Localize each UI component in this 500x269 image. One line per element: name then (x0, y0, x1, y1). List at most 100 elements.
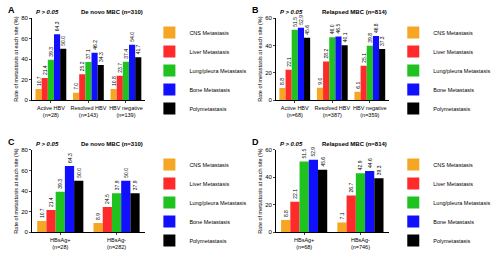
svg-text:Liver Metastasis: Liver Metastasis (189, 181, 229, 187)
svg-text:51.5: 51.5 (301, 149, 307, 159)
svg-text:Lung/pleura Metastasis: Lung/pleura Metastasis (433, 68, 490, 74)
svg-text:Rate of metastasis at each sit: Rate of metastasis at each site (%) (257, 16, 263, 101)
svg-text:37.3: 37.3 (379, 36, 385, 46)
svg-text:P > 0.05: P > 0.05 (36, 9, 59, 15)
svg-text:20: 20 (265, 202, 272, 208)
svg-text:45.6: 45.6 (320, 157, 326, 167)
svg-text:7.0: 7.0 (73, 83, 79, 90)
svg-text:Liver Metastasis: Liver Metastasis (433, 49, 473, 55)
svg-text:80: 80 (21, 147, 28, 153)
svg-text:60: 60 (21, 168, 28, 174)
svg-text:39.3: 39.3 (376, 165, 382, 175)
svg-text:P > 0.05: P > 0.05 (36, 141, 59, 147)
svg-text:Bone Metastasis: Bone Metastasis (433, 87, 474, 93)
svg-text:HBV negative(n=359): HBV negative(n=359) (353, 105, 387, 118)
svg-text:22.1: 22.1 (292, 189, 298, 199)
svg-text:Rate of metastasis at each sit: Rate of metastasis at each site (%) (257, 148, 263, 233)
svg-text:Lung/pleura Metastasis: Lung/pleura Metastasis (433, 200, 490, 206)
svg-text:Relapsed MBC (n=814): Relapsed MBC (n=814) (322, 9, 387, 15)
svg-text:25.1: 25.1 (361, 53, 367, 63)
svg-text:39.3: 39.3 (57, 179, 63, 189)
svg-text:39.8: 39.8 (367, 33, 373, 43)
svg-text:10.8: 10.8 (111, 76, 117, 86)
svg-text:26.7: 26.7 (348, 183, 354, 193)
svg-text:40: 40 (21, 56, 28, 62)
svg-text:37.1: 37.1 (85, 49, 91, 59)
svg-text:34.3: 34.3 (98, 52, 104, 62)
svg-text:CNS Metastasis: CNS Metastasis (433, 162, 473, 168)
svg-text:37.9: 37.9 (132, 180, 138, 190)
svg-text:45.6: 45.6 (304, 25, 310, 35)
svg-text:24.5: 24.5 (104, 194, 110, 204)
svg-text:Lung/pleura Metastasis: Lung/pleura Metastasis (189, 68, 246, 74)
svg-text:P > 0.05: P > 0.05 (280, 141, 303, 147)
svg-text:64.3: 64.3 (67, 153, 73, 163)
svg-text:40: 40 (265, 43, 272, 49)
svg-text:0: 0 (268, 97, 272, 103)
svg-text:80: 80 (21, 15, 28, 21)
svg-text:37.9: 37.9 (114, 180, 120, 190)
svg-text:6.1: 6.1 (355, 82, 361, 89)
svg-text:20: 20 (265, 70, 272, 76)
svg-text:Bone Metastasis: Bone Metastasis (433, 219, 474, 225)
svg-text:7.1: 7.1 (339, 212, 345, 219)
svg-text:60: 60 (265, 15, 272, 21)
svg-text:Polymetastasis: Polymetastasis (189, 238, 226, 244)
svg-text:10.7: 10.7 (36, 76, 42, 86)
svg-text:Rate of metastasis at each sit: Rate of metastasis at each site (%) (13, 16, 19, 101)
svg-text:46.0: 46.0 (329, 24, 335, 34)
svg-text:20: 20 (21, 209, 28, 215)
svg-text:21.4: 21.4 (48, 197, 54, 207)
svg-text:40: 40 (265, 174, 272, 180)
svg-text:50.0: 50.0 (123, 168, 129, 178)
svg-text:De novo MBC (n=310): De novo MBC (n=310) (81, 9, 143, 15)
svg-text:10.7: 10.7 (39, 208, 45, 218)
svg-text:8.9: 8.9 (95, 213, 101, 220)
svg-text:0: 0 (268, 229, 272, 235)
svg-text:Resolved HBV(n=143): Resolved HBV(n=143) (71, 105, 107, 118)
svg-text:28.2: 28.2 (323, 49, 329, 59)
svg-text:Resolved HBV(n=387): Resolved HBV(n=387) (314, 105, 350, 118)
svg-text:9.0: 9.0 (317, 78, 323, 85)
svg-text:0: 0 (25, 97, 29, 103)
svg-text:37.4: 37.4 (123, 49, 129, 59)
svg-text:41.7: 41.7 (135, 44, 141, 54)
svg-text:Active HBV(n=68): Active HBV(n=68) (281, 105, 309, 118)
svg-text:Rate of metastasis at each sit: Rate of metastasis at each site (%) (13, 148, 19, 233)
svg-text:P > 0.05: P > 0.05 (280, 9, 303, 15)
svg-text:22.1: 22.1 (286, 57, 292, 67)
svg-text:0: 0 (25, 229, 29, 235)
svg-text:20: 20 (21, 77, 28, 83)
svg-text:CNS Metastasis: CNS Metastasis (189, 30, 229, 36)
svg-text:CNS Metastasis: CNS Metastasis (189, 162, 229, 168)
svg-text:C: C (8, 137, 15, 147)
svg-text:B: B (252, 5, 259, 15)
svg-text:60: 60 (21, 36, 28, 42)
svg-text:Bone Metastasis: Bone Metastasis (189, 219, 230, 225)
svg-text:CNS Metastasis: CNS Metastasis (433, 30, 473, 36)
svg-text:Liver Metastasis: Liver Metastasis (189, 49, 229, 55)
svg-text:HBsAg-(n=746): HBsAg-(n=746) (351, 237, 370, 250)
svg-text:Liver Metastasis: Liver Metastasis (433, 181, 473, 187)
svg-text:25.2: 25.2 (79, 61, 85, 71)
svg-text:HBsAg+(n=68): HBsAg+(n=68) (294, 237, 314, 250)
svg-text:50.0: 50.0 (60, 36, 66, 46)
svg-text:23.7: 23.7 (117, 63, 123, 73)
svg-text:21.4: 21.4 (42, 65, 48, 75)
svg-text:44.6: 44.6 (367, 158, 373, 168)
svg-text:Active HBV(n=28): Active HBV(n=28) (37, 105, 65, 118)
svg-text:46.2: 46.2 (92, 40, 98, 50)
svg-text:52.9: 52.9 (310, 147, 316, 157)
svg-text:Lung/pleura Metastasis: Lung/pleura Metastasis (189, 200, 246, 206)
svg-text:46.8: 46.8 (373, 23, 379, 33)
svg-text:Relapsed MBC (n=814): Relapsed MBC (n=814) (322, 141, 387, 147)
svg-text:39.3: 39.3 (48, 47, 54, 57)
svg-text:HBV negative(n=139): HBV negative(n=139) (109, 105, 143, 118)
svg-text:64.3: 64.3 (54, 21, 60, 31)
svg-text:54.0: 54.0 (129, 32, 135, 42)
svg-text:De novo MBC (n=310): De novo MBC (n=310) (81, 141, 143, 147)
svg-text:8.8: 8.8 (279, 78, 285, 85)
svg-text:Polymetastasis: Polymetastasis (433, 238, 470, 244)
svg-text:42.9: 42.9 (357, 160, 363, 170)
svg-text:8.8: 8.8 (283, 210, 289, 217)
